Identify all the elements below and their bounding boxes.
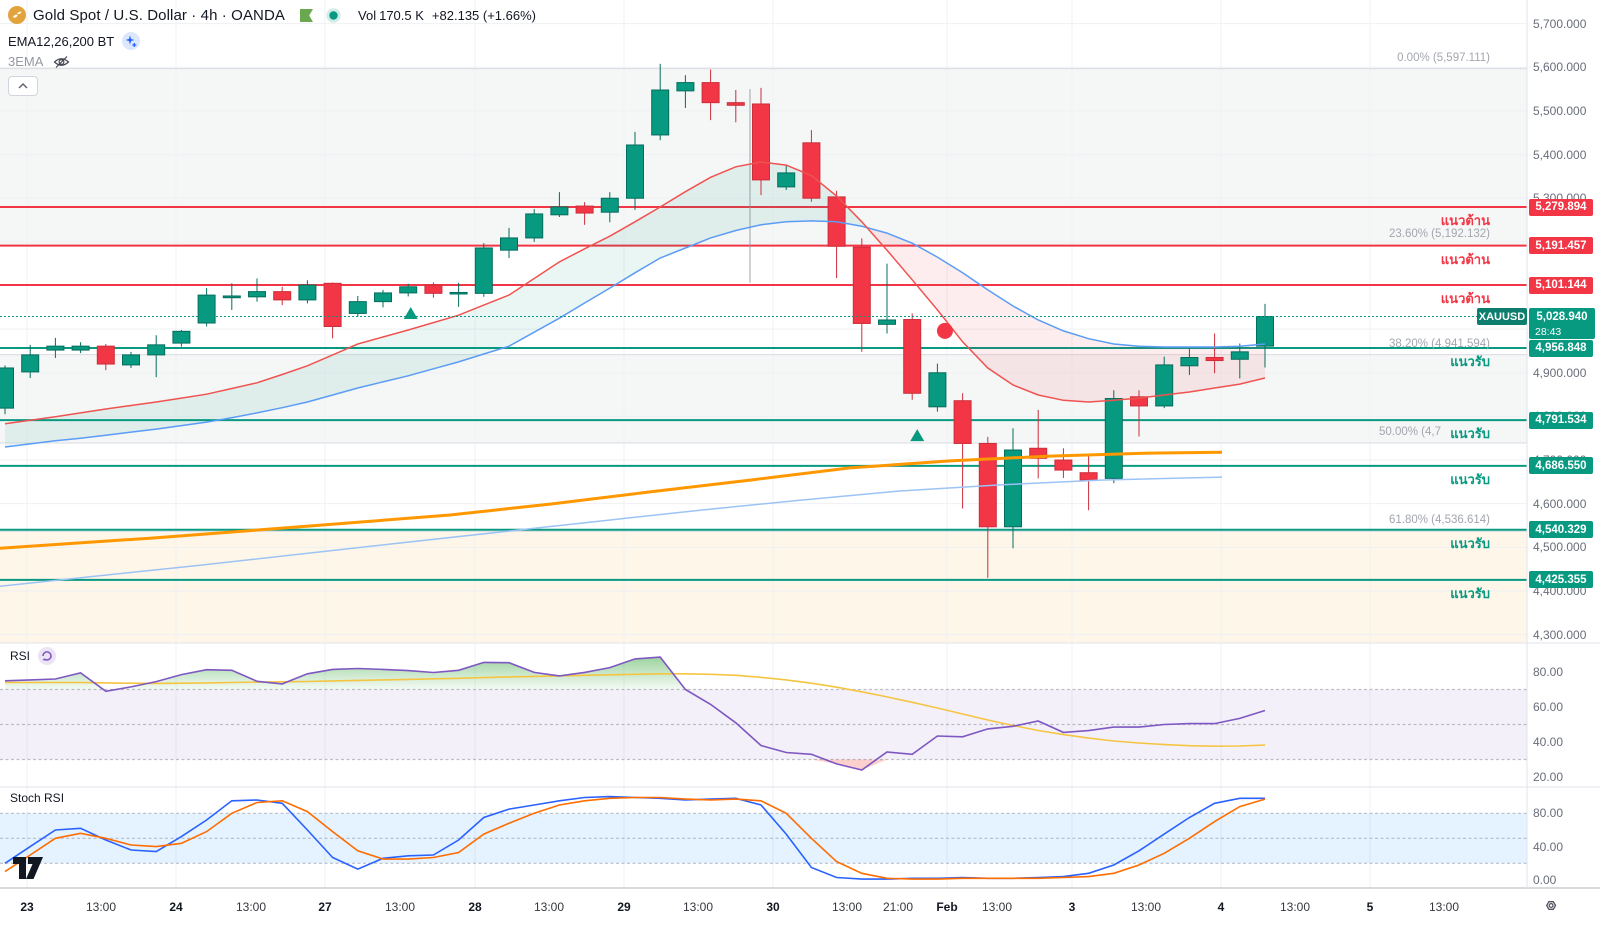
gold-logo-icon <box>8 6 26 24</box>
svg-text:13:00: 13:00 <box>1429 900 1459 914</box>
last-price: 5,028.940 <box>1536 310 1588 323</box>
indicator-legend-3ema[interactable]: 3EMA <box>8 54 70 69</box>
signal-markers <box>403 306 953 442</box>
current-price-badge: XAUUSD 5,028.940 28:43 <box>1477 308 1595 339</box>
volume-label: Vol <box>358 7 377 23</box>
threema-indicator-label[interactable]: 3EMA <box>8 54 44 69</box>
svg-text:24: 24 <box>169 900 183 914</box>
svg-text:13:00: 13:00 <box>1131 900 1161 914</box>
svg-text:5: 5 <box>1367 900 1374 914</box>
svg-text:4: 4 <box>1218 900 1225 914</box>
rsi-refresh-icon[interactable] <box>38 647 57 665</box>
svg-text:13:00: 13:00 <box>1280 900 1310 914</box>
fib-zones <box>0 68 1527 643</box>
symbol-title[interactable]: Gold Spot / U.S. Dollar · 4h · OANDA <box>33 6 286 24</box>
flag-icon[interactable] <box>299 8 314 23</box>
ema-ribbon <box>5 162 1265 447</box>
svg-text:13:00: 13:00 <box>683 900 713 914</box>
moving-averages <box>0 161 1266 587</box>
svg-text:23: 23 <box>20 900 34 914</box>
svg-text:28: 28 <box>468 900 482 914</box>
svg-text:Feb: Feb <box>936 900 957 914</box>
sparkle-ai-icon[interactable] <box>122 32 141 50</box>
axis-settings-gear-icon[interactable] <box>1541 896 1561 915</box>
stoch-rsi-label: Stoch RSI <box>10 791 65 805</box>
svg-text:3: 3 <box>1069 900 1076 914</box>
svg-text:13:00: 13:00 <box>982 900 1012 914</box>
svg-text:13:00: 13:00 <box>385 900 415 914</box>
symbol-legend[interactable]: Gold Spot / U.S. Dollar · 4h · OANDA Vol… <box>8 6 536 24</box>
stoch-pane <box>0 795 1527 880</box>
stoch-pane-legend[interactable]: Stoch RSI <box>10 791 64 805</box>
rsi-pane <box>0 656 1527 771</box>
svg-text:13:00: 13:00 <box>236 900 266 914</box>
tradingview-logo[interactable] <box>13 857 45 881</box>
chevron-up-icon <box>18 83 28 89</box>
svg-text:30: 30 <box>766 900 780 914</box>
rsi-label: RSI <box>10 649 31 663</box>
svg-text:13:00: 13:00 <box>534 900 564 914</box>
symbol-badge: XAUUSD <box>1477 308 1527 325</box>
ema-indicator-label[interactable]: EMA12,26,200 BT <box>8 33 115 49</box>
indicator-legend-ema[interactable]: EMA12,26,200 BT <box>8 32 141 50</box>
volume-value: 170.5 K <box>379 7 424 23</box>
price-change: +82.135 (+1.66%) <box>431 7 536 23</box>
collapse-legend-button[interactable] <box>8 76 38 96</box>
svg-text:13:00: 13:00 <box>86 900 116 914</box>
rsi-pane-legend[interactable]: RSI <box>10 647 57 665</box>
svg-text:27: 27 <box>318 900 332 914</box>
eye-off-icon[interactable] <box>53 55 70 69</box>
candles <box>0 63 1274 578</box>
time-axis[interactable]: 23 13:00 24 13:00 27 13:00 28 13:00 29 13:00 30 13:… <box>20 900 1459 914</box>
bar-countdown: 28:43 <box>1535 326 1562 338</box>
market-status-icon[interactable] <box>326 7 341 23</box>
svg-text:29: 29 <box>617 900 631 914</box>
svg-text:21:00: 21:00 <box>883 900 913 914</box>
svg-text:13:00: 13:00 <box>832 900 862 914</box>
